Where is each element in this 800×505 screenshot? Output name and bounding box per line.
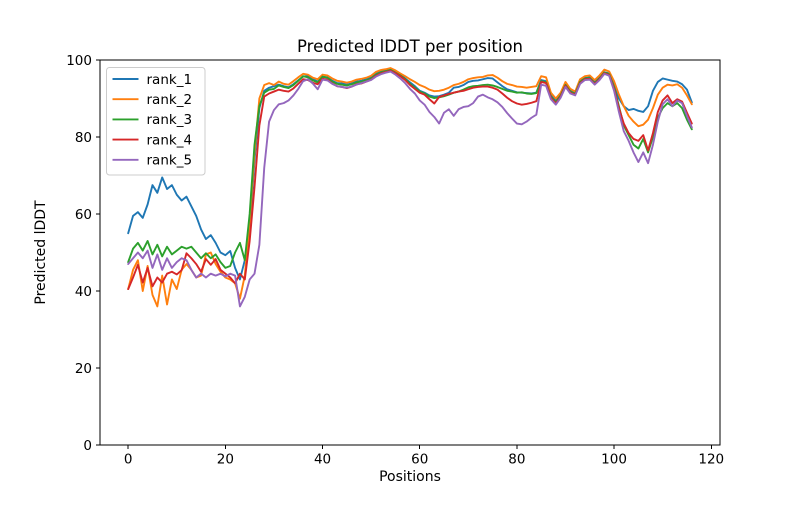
series-lines (127, 67, 693, 308)
x-tick-label: 60 (411, 452, 428, 468)
legend-label-rank_1: rank_1 (147, 72, 193, 88)
y-tick-label: 100 (66, 53, 92, 69)
series-line-rank_1 (127, 68, 693, 281)
y-axis-label: Predicted lDDT (33, 200, 49, 305)
y-tick-label: 40 (75, 284, 92, 300)
plot-area-border (99, 59, 721, 446)
x-tick-label: 20 (217, 452, 234, 468)
x-tick-label: 100 (601, 452, 627, 468)
x-axis-label: Positions (379, 469, 441, 485)
legend-box (106, 67, 206, 176)
x-tick-label: 40 (314, 452, 331, 468)
y-tick-label: 80 (75, 130, 92, 146)
legend-label-rank_4: rank_4 (147, 132, 193, 148)
y-axis-ticks: 0 20 40 60 80 100 (66, 53, 100, 454)
y-tick-label: 60 (75, 207, 92, 223)
chart-title: Predicted lDDT per position (297, 37, 523, 56)
legend-label-rank_5: rank_5 (147, 153, 193, 169)
y-tick-label: 20 (75, 361, 92, 377)
legend-label-rank_3: rank_3 (147, 112, 193, 128)
x-axis-ticks: 0 20 40 60 80 100 120 (124, 445, 724, 468)
legend-label-rank_2: rank_2 (147, 92, 193, 108)
x-tick-label: 120 (698, 452, 724, 468)
legend: rank_1 rank_2 rank_3 rank_4 rank_5 (106, 67, 206, 176)
series-line-rank_5 (127, 70, 693, 308)
series-line-rank_2 (127, 67, 693, 308)
x-tick-label: 80 (508, 452, 525, 468)
x-tick-label: 0 (124, 452, 133, 468)
y-tick-label: 0 (83, 438, 92, 454)
